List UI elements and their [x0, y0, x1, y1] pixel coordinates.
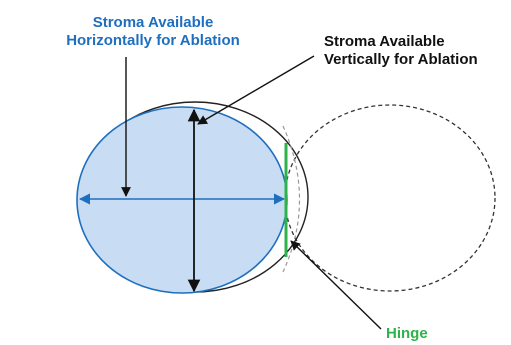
hinge-label-text: Hinge	[386, 325, 428, 342]
horizontal-ablation-label: Stroma Available Horizontally for Ablati…	[28, 14, 278, 50]
horizontal-label-line1: Stroma Available	[92, 14, 214, 31]
vertical-ablation-label: Stroma Available Vertically for Ablation	[324, 33, 478, 69]
vertical-label-line2: Vertically for Ablation	[324, 51, 478, 68]
vertical-label-pointer	[197, 55, 315, 125]
hinge-label: Hinge	[386, 326, 428, 342]
hinge-label-pointer	[290, 240, 382, 330]
horizontal-label-line2: Horizontally for Ablation	[66, 32, 240, 49]
vertical-label-line1: Stroma Available	[324, 33, 445, 50]
stroma-region	[76, 106, 288, 294]
lifted-flap-dashed-outline	[284, 104, 496, 292]
